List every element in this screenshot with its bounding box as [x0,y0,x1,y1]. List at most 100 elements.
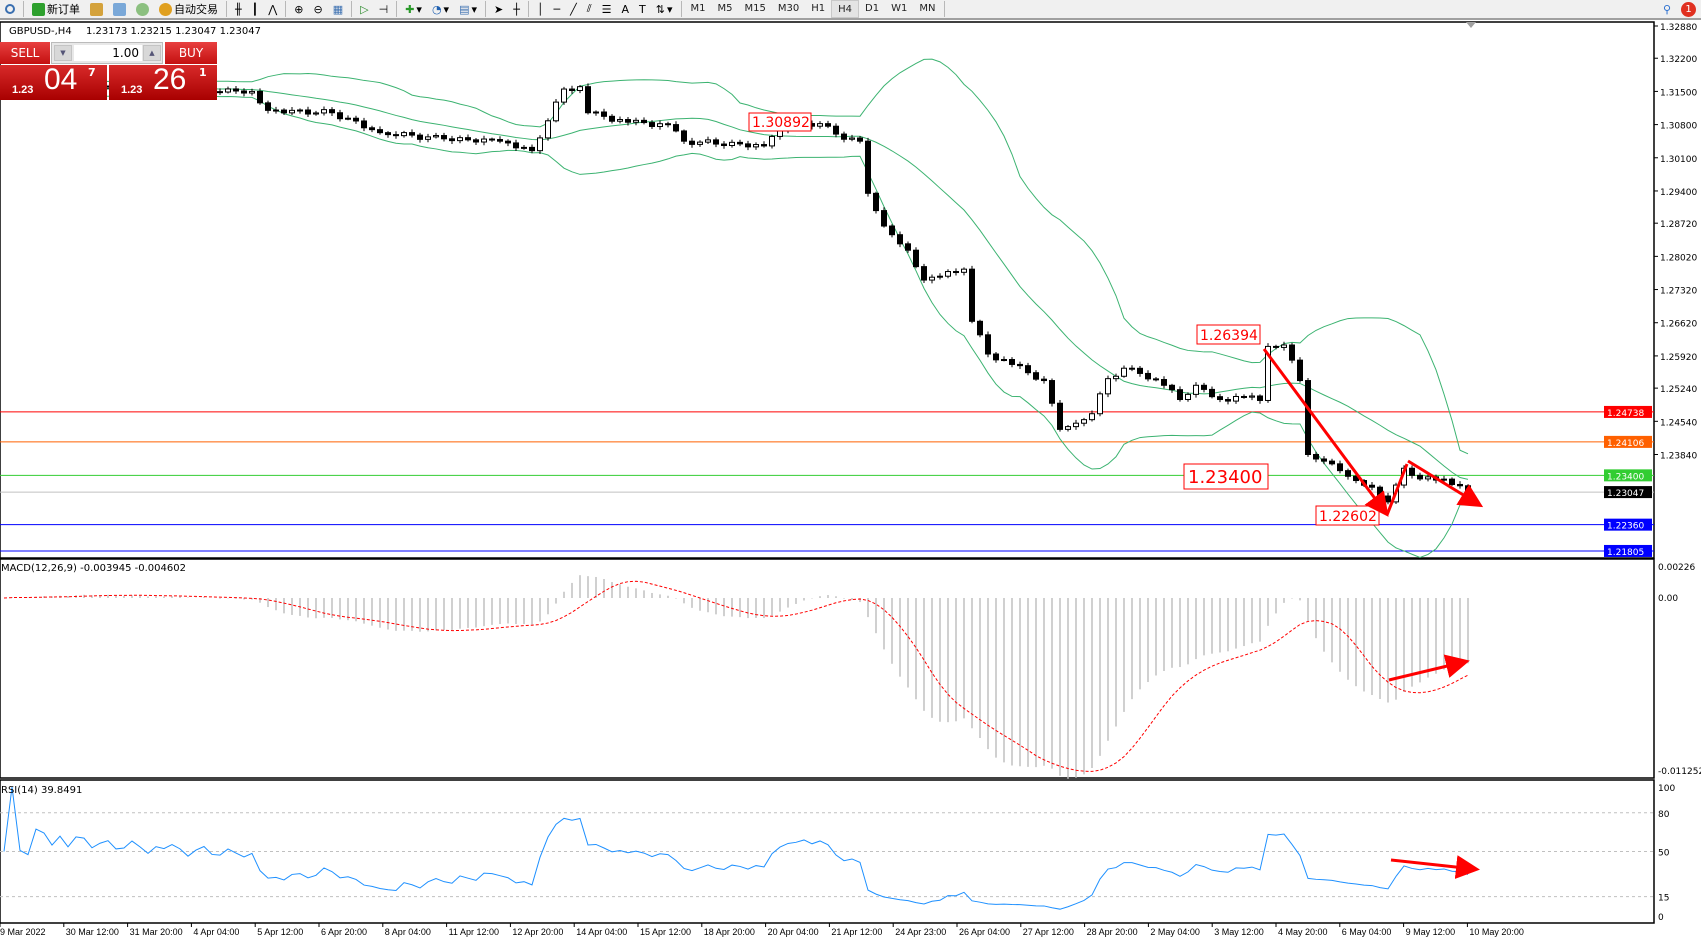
candle[interactable] [1321,456,1327,465]
timeframe-m15[interactable]: M15 [744,3,766,14]
down-arrow[interactable] [1407,459,1484,508]
candle[interactable] [617,116,623,124]
candle[interactable] [1241,394,1247,399]
tile-windows-button[interactable]: ▦ [328,0,348,18]
candle[interactable] [1033,370,1039,381]
candle[interactable] [745,140,751,151]
candle[interactable] [1313,451,1319,463]
candle[interactable] [1425,473,1431,482]
candle[interactable] [729,139,735,148]
candle[interactable] [1097,391,1103,417]
candle[interactable] [753,142,759,150]
candle[interactable] [985,331,991,358]
candle[interactable] [649,120,655,130]
candle[interactable] [1409,465,1415,479]
indicators-button[interactable]: ✚ ▾ [405,2,422,16]
trendline-button[interactable]: ╱ [565,0,582,18]
candle[interactable] [593,110,599,116]
candle[interactable] [233,85,239,94]
timeframe-w1[interactable]: W1 [891,3,908,14]
candle[interactable] [929,274,935,284]
candle[interactable] [913,247,919,269]
candle[interactable] [609,114,615,124]
candle[interactable] [1249,392,1255,401]
candle[interactable] [545,118,551,141]
rsi-arrow[interactable] [1390,855,1480,879]
horizontal-line-button[interactable]: ─ [548,0,565,18]
chart-shift-button[interactable]: ⊣ [374,0,394,18]
candle[interactable] [1377,485,1383,500]
line-chart-button[interactable]: ⋀ [263,0,282,18]
candle[interactable] [1137,365,1143,377]
candle[interactable] [849,134,855,142]
candle[interactable] [681,129,687,145]
candle[interactable] [313,110,319,116]
candle[interactable] [1185,392,1191,402]
buy-button[interactable]: BUY [165,42,217,64]
candle[interactable] [433,132,439,139]
chart-shift-marker[interactable] [1466,22,1476,28]
candle[interactable] [1113,373,1119,382]
down-arrow[interactable] [1262,348,1389,517]
candle[interactable] [817,121,823,129]
autoscroll-button[interactable]: ▷ [355,0,373,18]
candle[interactable] [249,88,255,96]
label-button[interactable]: T [634,0,651,18]
candle[interactable] [265,100,271,114]
candle[interactable] [417,132,423,143]
candle[interactable] [833,123,839,138]
annotation-box[interactable] [748,112,812,132]
notifications-button[interactable]: 1 [1676,0,1701,18]
zoom-out-button[interactable]: ⊖ [309,0,328,18]
candle[interactable] [465,134,471,142]
new-order-button[interactable]: 新订单 [27,0,85,18]
channel-button[interactable]: ⫽ [582,0,597,18]
candle[interactable] [1273,344,1279,350]
candle[interactable] [601,108,607,120]
candle[interactable] [1009,357,1015,368]
zoom-tool[interactable] [0,0,20,18]
candle[interactable] [633,117,639,126]
auto-trading-button[interactable]: 自动交易 [154,0,223,18]
candle[interactable] [889,224,895,238]
candle[interactable] [337,109,343,122]
candle[interactable] [969,265,975,324]
candle[interactable] [345,115,351,121]
zoom-in-button[interactable]: ⊕ [289,0,308,18]
up-arrow-line[interactable] [1385,463,1409,516]
candle[interactable] [1337,460,1343,474]
candle[interactable] [961,267,967,276]
annotation-high-2[interactable]: 1.26394 [1200,328,1258,344]
candle[interactable] [977,319,983,338]
candle[interactable] [585,83,591,115]
candle[interactable] [665,121,671,128]
candle[interactable] [1025,362,1031,376]
cursor-button[interactable]: ➤ [489,0,508,18]
arrows-button[interactable]: ⇅ ▾ [655,2,673,16]
candle[interactable] [993,352,999,363]
sell-button[interactable]: SELL [0,42,50,64]
candle[interactable] [449,135,455,144]
timeframe-m1[interactable]: M1 [690,3,706,14]
candle[interactable] [705,136,711,144]
text-button[interactable]: A [617,0,635,18]
candle[interactable] [641,117,647,125]
candle[interactable] [1457,481,1463,489]
candle[interactable] [441,132,447,142]
annotation-box[interactable] [1183,463,1269,490]
candle[interactable] [577,85,583,94]
candle[interactable] [761,141,767,148]
candle[interactable] [721,141,727,149]
candle[interactable] [377,126,383,135]
candle[interactable] [865,137,871,197]
candle-chart-button[interactable]: ┃ [247,0,264,18]
bar-chart-button[interactable]: ╫ [230,0,247,18]
candle[interactable] [905,241,911,253]
candle[interactable] [497,136,503,144]
templates-button[interactable]: ▤ ▾ [459,2,478,16]
candle[interactable] [1417,472,1423,481]
vertical-line-button[interactable]: │ [532,0,549,18]
candle[interactable] [1217,393,1223,403]
candle[interactable] [457,135,463,144]
candle[interactable] [409,129,415,138]
